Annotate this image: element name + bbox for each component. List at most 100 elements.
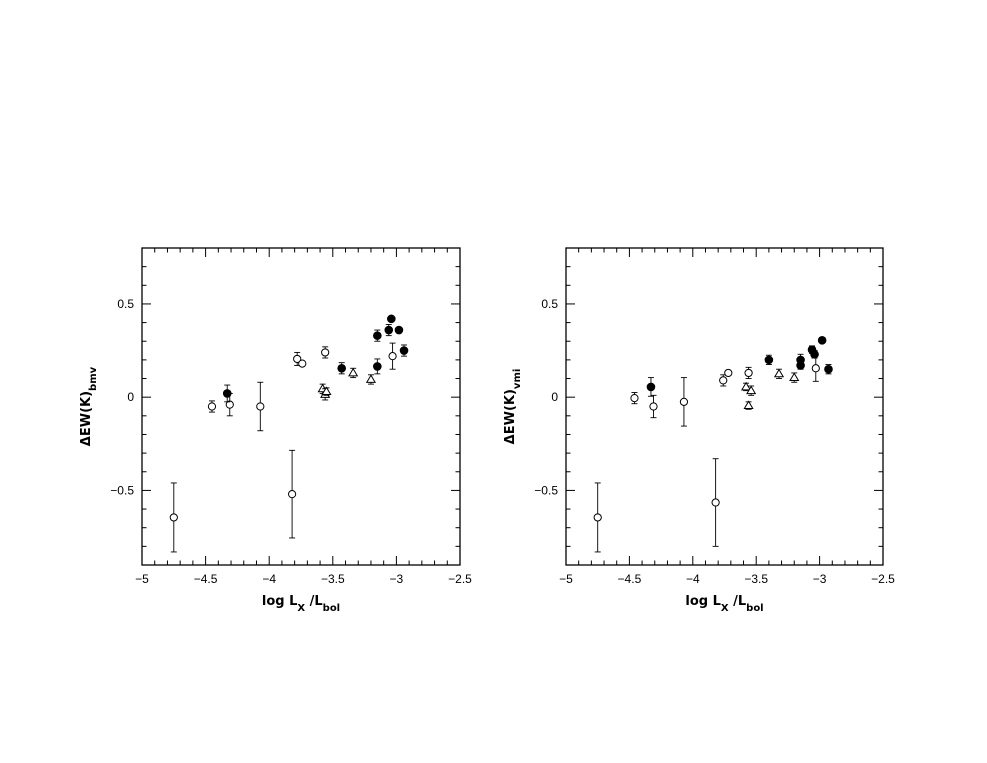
filled-circle-marker: [646, 382, 656, 392]
open-circle-marker: [388, 352, 397, 361]
data-point-filled-circle: [384, 324, 394, 337]
data-point-open-triangle: [773, 368, 785, 379]
open-circle-marker: [649, 402, 658, 411]
filled-circle-marker: [394, 325, 404, 335]
open-circle-marker: [225, 400, 234, 409]
open-triangle-marker: [773, 368, 785, 378]
y-tick-label: 0: [127, 390, 134, 404]
y-tick-label: 0: [551, 390, 558, 404]
data-point-open-circle: [679, 377, 689, 427]
x-axis-label-main: log L: [262, 594, 298, 609]
open-circle-marker: [630, 394, 639, 403]
x-axis-label: log LX /Lbol: [262, 594, 340, 614]
filled-circle-marker: [384, 325, 394, 335]
open-triangle-marker: [746, 385, 757, 395]
y-axis-label-main: ΔEW(K): [79, 391, 94, 446]
x-axis-label-mid: /L: [305, 594, 323, 609]
open-circle-marker: [169, 513, 178, 522]
y-axis-label-main: ΔEW(K): [503, 389, 518, 444]
data-point-filled-circle: [817, 336, 827, 345]
data-point-open-triangle: [365, 374, 377, 385]
data-point-open-circle: [649, 394, 658, 419]
x-tick-label: −4.5: [194, 572, 218, 586]
data-point-filled-circle: [394, 325, 404, 335]
open-triangle-marker: [789, 372, 800, 382]
open-circle-marker: [207, 402, 217, 411]
filled-circle-marker: [817, 336, 827, 345]
x-tick-label: −4: [686, 572, 700, 586]
scatter-panel-vmi: −5 −4.5 −4 −3.5 −3 −2.5 −0.5 0 0.5 log LX /Lbol ΔE…: [503, 247, 895, 614]
data-point-open-circle: [293, 351, 302, 366]
x-tick-label: −4: [262, 572, 276, 586]
open-triangle-marker: [365, 374, 377, 383]
open-circle-marker: [321, 348, 330, 357]
y-axis-label: ΔEW(K)bmv: [79, 366, 99, 446]
plot-frame: [565, 247, 884, 566]
data-point-open-circle: [711, 458, 720, 547]
open-triangle-marker: [743, 400, 754, 410]
x-ticks: [141, 248, 461, 565]
plot-frame: [141, 247, 461, 566]
x-axis-label-main: log L: [685, 594, 721, 609]
data-point-filled-circle: [646, 377, 656, 397]
x-tick-label: −5: [559, 572, 573, 586]
data-point-open-circle: [744, 366, 753, 379]
scatter-panel-bmv: −5 −4.5 −4 −3.5 −3 −2.5 −0.5 0 0.5 log LX /Lbol ΔE…: [79, 247, 472, 614]
filled-circle-marker: [387, 314, 396, 324]
data-point-open-circle: [388, 342, 397, 370]
y-axis-label: ΔEW(K)vmi: [503, 369, 523, 445]
y-ticks: [142, 247, 460, 566]
data-point-open-triangle: [743, 400, 754, 410]
data-point-open-triangle: [789, 372, 800, 383]
filled-circle-marker: [796, 361, 805, 370]
open-circle-marker: [256, 402, 265, 411]
data-point-open-triangle: [746, 385, 757, 396]
data-point-open-triangle: [348, 367, 359, 379]
data-point-open-triangle: [321, 386, 332, 396]
open-circle-marker: [744, 368, 753, 378]
data-point-filled-circle: [796, 361, 805, 370]
data-point-open-circle: [593, 482, 602, 553]
filled-circle-marker: [399, 346, 409, 355]
x-tick-label: −2.5: [871, 572, 895, 586]
x-tick-label: −3.5: [744, 572, 768, 586]
data-point-filled-circle: [824, 364, 833, 375]
x-axis-label: log LX /Lbol: [685, 594, 763, 614]
data-point-filled-circle: [373, 329, 382, 342]
y-tick-label: −0.5: [110, 483, 134, 497]
data-point-open-circle: [207, 400, 217, 413]
x-axis-label-sub: X: [297, 603, 305, 614]
y-tick-label: −0.5: [534, 483, 558, 497]
x-tick-label: −5: [135, 572, 149, 586]
data-point-filled-circle: [337, 362, 347, 375]
filled-circle-marker: [337, 363, 347, 373]
data-point-filled-circle: [764, 354, 774, 365]
x-axis-label-sub: bol: [323, 603, 340, 614]
open-circle-marker: [298, 359, 307, 368]
y-ticks: [566, 247, 883, 566]
data-point-open-circle: [287, 449, 297, 539]
data-point-filled-circle: [222, 384, 232, 403]
data-point-open-circle: [298, 359, 307, 368]
x-axis-label-sub: X: [721, 603, 729, 614]
open-circle-marker: [811, 364, 820, 373]
open-circle-marker: [593, 513, 602, 522]
x-tick-label: −3: [813, 572, 827, 586]
data-point-open-circle: [169, 482, 178, 553]
y-tick-label: 0.5: [117, 297, 134, 311]
x-tick-label: −3: [390, 572, 404, 586]
data-point-filled-circle: [373, 358, 382, 375]
x-axis-label-sub: bol: [746, 603, 763, 614]
filled-circle-marker: [810, 349, 819, 359]
data-point-open-circle: [630, 392, 639, 405]
y-axis-label-sub: bmv: [88, 366, 99, 391]
y-tick-label: 0.5: [541, 297, 558, 311]
data-point-open-circle: [225, 392, 234, 417]
open-triangle-marker: [348, 367, 359, 377]
x-ticks: [565, 248, 884, 565]
filled-circle-marker: [824, 364, 833, 374]
x-axis-label-mid: /L: [729, 594, 747, 609]
open-circle-marker: [679, 397, 689, 406]
data-point-filled-circle: [387, 314, 396, 324]
